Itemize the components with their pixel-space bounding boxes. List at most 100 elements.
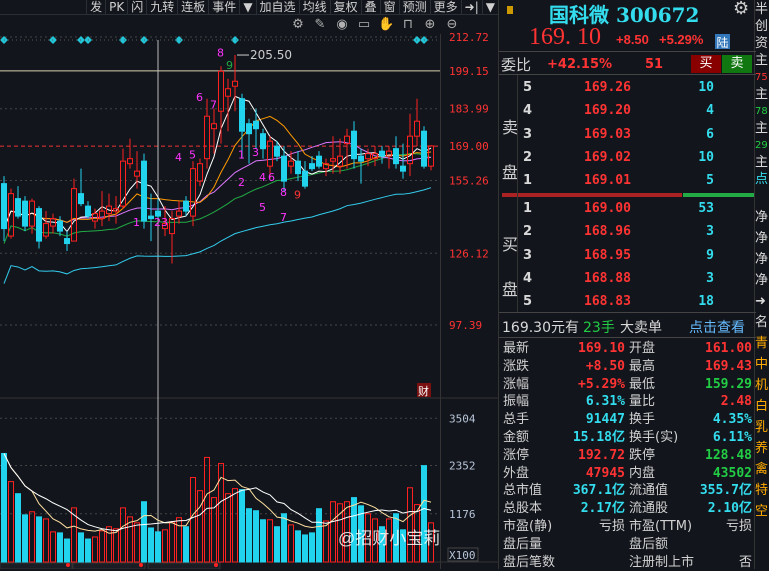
strip-item[interactable]: 78: [755, 106, 768, 117]
book-price[interactable]: 169.20: [584, 103, 631, 119]
strip-item[interactable]: [755, 187, 769, 208]
toolbar-item[interactable]: ➜|: [460, 0, 482, 14]
candle-up: [176, 210, 182, 217]
quote-panel: 国科微 300672 ⚙ 169. 10 +8.50 +5.29% 陆 委比 +…: [498, 0, 756, 570]
book-volume: 18: [698, 294, 714, 310]
td-count-label: 7: [280, 211, 287, 224]
strip-item[interactable]: 半: [755, 2, 769, 17]
strip-item[interactable]: 净: [755, 231, 769, 246]
strip-item[interactable]: 空: [755, 504, 769, 519]
strip-item[interactable]: 净: [755, 210, 769, 225]
pen-icon[interactable]: ✎: [314, 17, 326, 32]
view-big-order-link[interactable]: 点击查看: [689, 320, 745, 336]
strip-item[interactable]: 75: [755, 72, 768, 83]
strip-item[interactable]: 主: [755, 87, 769, 102]
volume-bar: [8, 481, 14, 563]
book-price[interactable]: 168.83: [584, 294, 631, 310]
candle-down: [421, 130, 427, 167]
lock-icon[interactable]: ⊓: [402, 17, 414, 32]
stat-value: 43502: [712, 465, 752, 481]
strip-item[interactable]: 青: [755, 336, 769, 351]
bid-ask-ratio-bar-green: [683, 193, 754, 197]
zoom-out-icon[interactable]: ⊖: [446, 17, 458, 32]
volume-bar: [211, 497, 217, 563]
strip-item[interactable]: 特: [755, 483, 769, 498]
book-price[interactable]: 169.01: [584, 173, 631, 189]
bottom-tab[interactable]: [72, 562, 146, 569]
toolbar-item[interactable]: 窗: [379, 0, 399, 14]
strip-item[interactable]: 中: [755, 357, 769, 372]
market-badge: 陆: [715, 34, 730, 50]
strip-item[interactable]: 名: [755, 315, 769, 330]
book-price[interactable]: 169.02: [584, 149, 631, 165]
strip-item[interactable]: 白: [755, 399, 769, 414]
toolbar-item[interactable]: 连板: [177, 0, 208, 14]
toolbar-item[interactable]: ▼: [481, 0, 498, 14]
volume-bar: [155, 531, 161, 563]
stat-value: 4.35%: [712, 412, 752, 428]
toolbar-item[interactable]: 加自选: [255, 0, 299, 14]
toolbar-item[interactable]: PK: [105, 0, 127, 14]
book-price[interactable]: 169.03: [584, 126, 631, 142]
strip-item[interactable]: 资: [755, 36, 769, 51]
settings-gear-icon[interactable]: ⚙: [733, 0, 750, 19]
toolbar-item[interactable]: 闪: [127, 0, 146, 14]
toolbar-item[interactable]: 九转: [146, 0, 177, 14]
strip-item[interactable]: 净: [755, 252, 769, 267]
volume-bar: [372, 518, 378, 563]
strip-item[interactable]: ➜: [755, 294, 766, 309]
candle-down: [379, 150, 385, 157]
candle-up: [372, 153, 378, 160]
hand-icon[interactable]: ✋: [378, 17, 395, 32]
book-price[interactable]: 169.26: [584, 80, 631, 95]
strip-item[interactable]: 禽: [755, 462, 769, 477]
gear-icon[interactable]: ⚙: [292, 17, 304, 32]
toolbar-item[interactable]: 发: [86, 0, 105, 14]
toolbar-item[interactable]: 复权: [329, 0, 361, 14]
strip-item[interactable]: 机: [755, 378, 769, 393]
stat-label: 最低: [629, 376, 656, 392]
strip-item[interactable]: 乳: [755, 420, 769, 435]
toolbar-item[interactable]: ▼: [239, 0, 255, 14]
strip-item[interactable]: 净: [755, 273, 769, 288]
strip-item[interactable]: 29: [755, 140, 768, 151]
buy-button[interactable]: 买: [691, 55, 721, 73]
bottom-tab[interactable]: [147, 562, 221, 569]
toolbar-item[interactable]: 事件: [208, 0, 239, 14]
toolbar-item[interactable]: 预测: [398, 0, 430, 14]
candle-down: [393, 148, 399, 165]
kline-chart[interactable]: 212.72 199.15 183.99 169.00 155.26 126.12 97.3…: [0, 16, 498, 569]
zoom-in-icon[interactable]: ⊕: [424, 17, 436, 32]
toolbar-item[interactable]: 叠: [360, 0, 380, 14]
strip-item[interactable]: 主: [755, 155, 769, 170]
sell-button[interactable]: 卖: [722, 55, 752, 73]
book-price[interactable]: 169.00: [584, 201, 631, 216]
toolbar-item[interactable]: 均线: [298, 0, 330, 14]
stat-label: 流通值: [629, 483, 669, 499]
candle-up: [134, 170, 140, 177]
volume-bar: [22, 514, 28, 563]
strip-item[interactable]: 创: [755, 19, 769, 34]
divider: [499, 51, 756, 52]
strip-item[interactable]: 主: [755, 53, 769, 68]
td-count-label: 8: [217, 46, 224, 59]
book-price[interactable]: 168.95: [584, 247, 631, 263]
td-count-label: 6: [196, 91, 203, 104]
candle-down: [1, 183, 7, 230]
strip-item[interactable]: 点: [755, 172, 769, 187]
ma60-line: [3, 187, 432, 284]
briefcase-icon[interactable]: ▭: [357, 17, 371, 32]
candle-down: [36, 208, 42, 242]
toolbar-item[interactable]: 更多: [429, 0, 461, 14]
bottom-tab[interactable]: [0, 562, 73, 569]
book-price[interactable]: 168.96: [584, 224, 631, 240]
volume-bar: [246, 508, 252, 563]
strip-item[interactable]: 养: [755, 441, 769, 456]
eye-icon[interactable]: ◉: [336, 17, 348, 32]
book-price[interactable]: 168.88: [584, 270, 631, 286]
finance-badge[interactable]: [417, 383, 431, 397]
book-level: 1: [523, 201, 533, 216]
book-volume: 3: [706, 224, 714, 240]
strip-item[interactable]: 主: [755, 121, 769, 136]
candle-down: [302, 170, 308, 187]
